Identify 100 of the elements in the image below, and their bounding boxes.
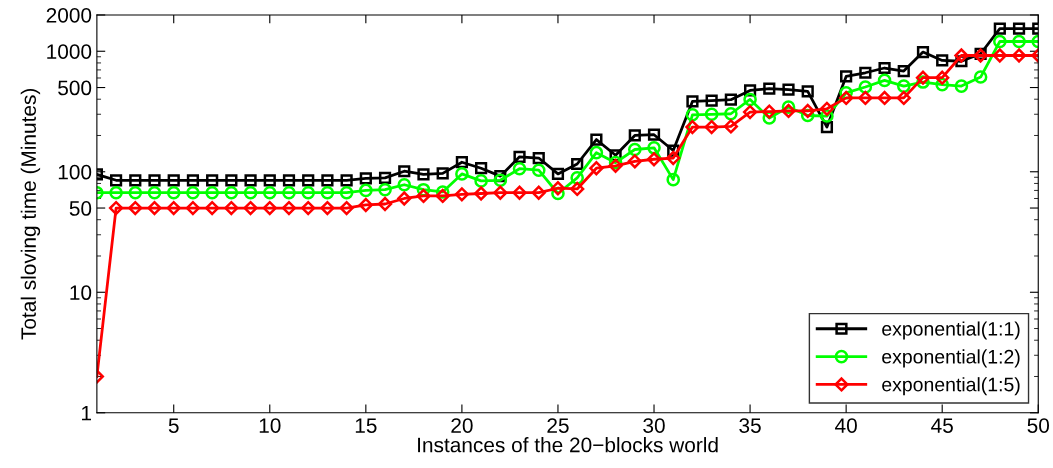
y-tick-label: 50 [69, 201, 92, 216]
point [225, 174, 238, 187]
x-axis-title: Instances of the 20−blocks world [418, 437, 718, 453]
point [186, 174, 200, 187]
point [531, 163, 546, 178]
point [455, 156, 469, 169]
point [839, 90, 854, 106]
point [781, 103, 796, 119]
point [359, 172, 372, 185]
point [647, 128, 661, 141]
point [320, 185, 335, 200]
point [877, 73, 892, 88]
point [743, 92, 757, 107]
y-axis-title: Total sloving time (Minutes) [20, 88, 41, 340]
point [282, 174, 296, 187]
x-tick-label: 15 [355, 418, 377, 433]
point [166, 200, 181, 216]
point [340, 174, 353, 187]
point [666, 150, 681, 166]
x-tick-label: 25 [547, 418, 569, 433]
point [570, 181, 585, 197]
point [378, 171, 392, 184]
legend-label: exponential(1:5) [882, 377, 1020, 396]
y-tick-label: 10 [70, 285, 92, 301]
point [128, 200, 143, 216]
point [590, 133, 603, 146]
point [704, 119, 719, 135]
point [724, 93, 737, 106]
point [705, 94, 718, 107]
point [301, 200, 316, 216]
point [262, 185, 277, 200]
y-tick-label: 1000 [47, 44, 92, 60]
point [800, 103, 815, 119]
point [1011, 48, 1027, 63]
point [762, 104, 777, 119]
point [263, 174, 276, 187]
point [416, 188, 431, 204]
point [377, 196, 393, 212]
point [435, 188, 450, 204]
point [109, 185, 123, 200]
point [224, 185, 239, 200]
point [493, 185, 508, 200]
point [108, 200, 124, 216]
point [358, 197, 373, 213]
point [512, 161, 527, 176]
point [628, 129, 641, 142]
x-tick-label: 35 [739, 418, 761, 433]
point [398, 165, 411, 178]
y-tick-label: 100 [58, 164, 92, 180]
legend-label: exponential(1:1) [882, 321, 1020, 340]
point [359, 183, 373, 198]
point [840, 70, 853, 83]
point [1012, 34, 1026, 49]
point [896, 90, 911, 106]
point [417, 168, 430, 181]
point [321, 174, 334, 187]
point [281, 200, 297, 216]
point [167, 174, 180, 187]
point [993, 22, 1006, 35]
point [685, 119, 700, 135]
point [532, 151, 545, 165]
point [954, 48, 969, 63]
point [186, 185, 200, 200]
y-tick-label: 2000 [46, 7, 92, 23]
point [243, 185, 258, 200]
point [147, 200, 162, 216]
point [243, 200, 258, 216]
point [339, 185, 354, 200]
point [531, 185, 546, 200]
y-tick-label: 1 [82, 405, 91, 421]
point [148, 174, 161, 187]
point [455, 167, 469, 181]
point [473, 186, 489, 201]
point [109, 174, 123, 187]
point [571, 157, 584, 171]
point [224, 200, 239, 216]
point [493, 173, 508, 188]
point [742, 104, 758, 120]
point [973, 70, 988, 84]
point [129, 174, 142, 187]
point [936, 54, 949, 67]
point [782, 83, 795, 96]
point [954, 79, 969, 93]
point [205, 185, 219, 200]
point [992, 48, 1007, 63]
point [589, 145, 604, 160]
point [801, 85, 814, 98]
y-tick-label: 500 [58, 80, 92, 96]
point [935, 70, 950, 85]
legend-label: exponential(1:2) [882, 349, 1020, 368]
point [282, 185, 296, 200]
point [550, 181, 566, 196]
x-tick-label: 20 [451, 418, 473, 433]
point [704, 107, 719, 122]
point [646, 152, 662, 167]
point [877, 90, 892, 106]
point [686, 95, 699, 108]
point [128, 185, 143, 200]
point [320, 200, 335, 216]
point [627, 154, 642, 169]
